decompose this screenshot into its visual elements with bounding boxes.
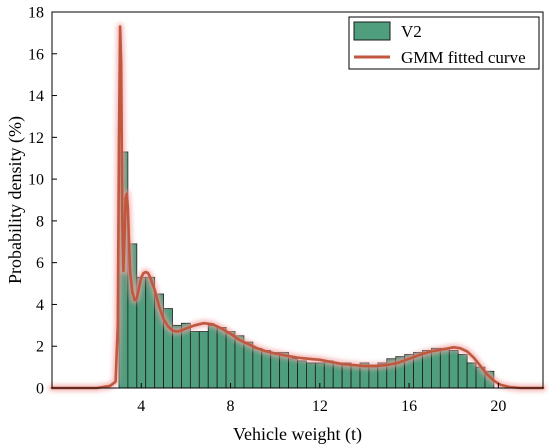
x-tick-label: 8 xyxy=(227,398,235,415)
histogram-bar xyxy=(448,349,459,389)
legend-histogram-label: V2 xyxy=(401,22,422,41)
x-tick-label: 20 xyxy=(490,398,506,415)
y-tick-label: 10 xyxy=(28,172,44,189)
histogram-bar xyxy=(439,347,450,389)
y-tick-label: 14 xyxy=(28,88,44,105)
y-tick-label: 16 xyxy=(28,46,44,63)
histogram-bar xyxy=(270,352,281,389)
y-tick-label: 0 xyxy=(36,381,44,398)
histogram-bar xyxy=(261,349,272,389)
y-axis-label: Probability density (%) xyxy=(5,116,26,284)
histogram-bar xyxy=(252,347,263,389)
y-tick-label: 2 xyxy=(36,339,44,356)
x-axis: 4 8 12 16 20 xyxy=(137,383,506,415)
x-tick-label: 16 xyxy=(401,398,417,415)
histogram-bar xyxy=(288,358,298,389)
x-tick-label: 4 xyxy=(137,398,145,415)
y-tick-label: 18 xyxy=(28,5,44,22)
x-tick-label: 12 xyxy=(312,398,328,415)
gmm-curve xyxy=(48,23,547,392)
histogram-bar xyxy=(297,360,307,389)
histogram-bar xyxy=(466,362,477,389)
histogram-bar xyxy=(198,331,209,389)
histogram-bar xyxy=(207,324,218,389)
plot-frame xyxy=(51,11,544,389)
y-axis: 0 2 4 6 8 10 12 14 16 18 xyxy=(28,5,57,398)
histogram-bar xyxy=(216,327,227,389)
legend: V2 GMM fitted curve xyxy=(348,16,540,70)
y-tick-label: 12 xyxy=(28,130,44,147)
y-tick-label: 4 xyxy=(36,297,44,314)
legend-curve-label: GMM fitted curve xyxy=(401,48,526,67)
histogram-bar xyxy=(306,362,316,389)
y-tick-label: 6 xyxy=(36,255,44,272)
histogram-bar xyxy=(189,331,200,389)
x-axis-label: Vehicle weight (t) xyxy=(233,424,362,445)
legend-histogram-swatch xyxy=(353,21,391,41)
gmm-curve-line xyxy=(50,25,545,390)
y-tick-label: 8 xyxy=(36,213,44,230)
histogram-bar xyxy=(457,354,468,389)
